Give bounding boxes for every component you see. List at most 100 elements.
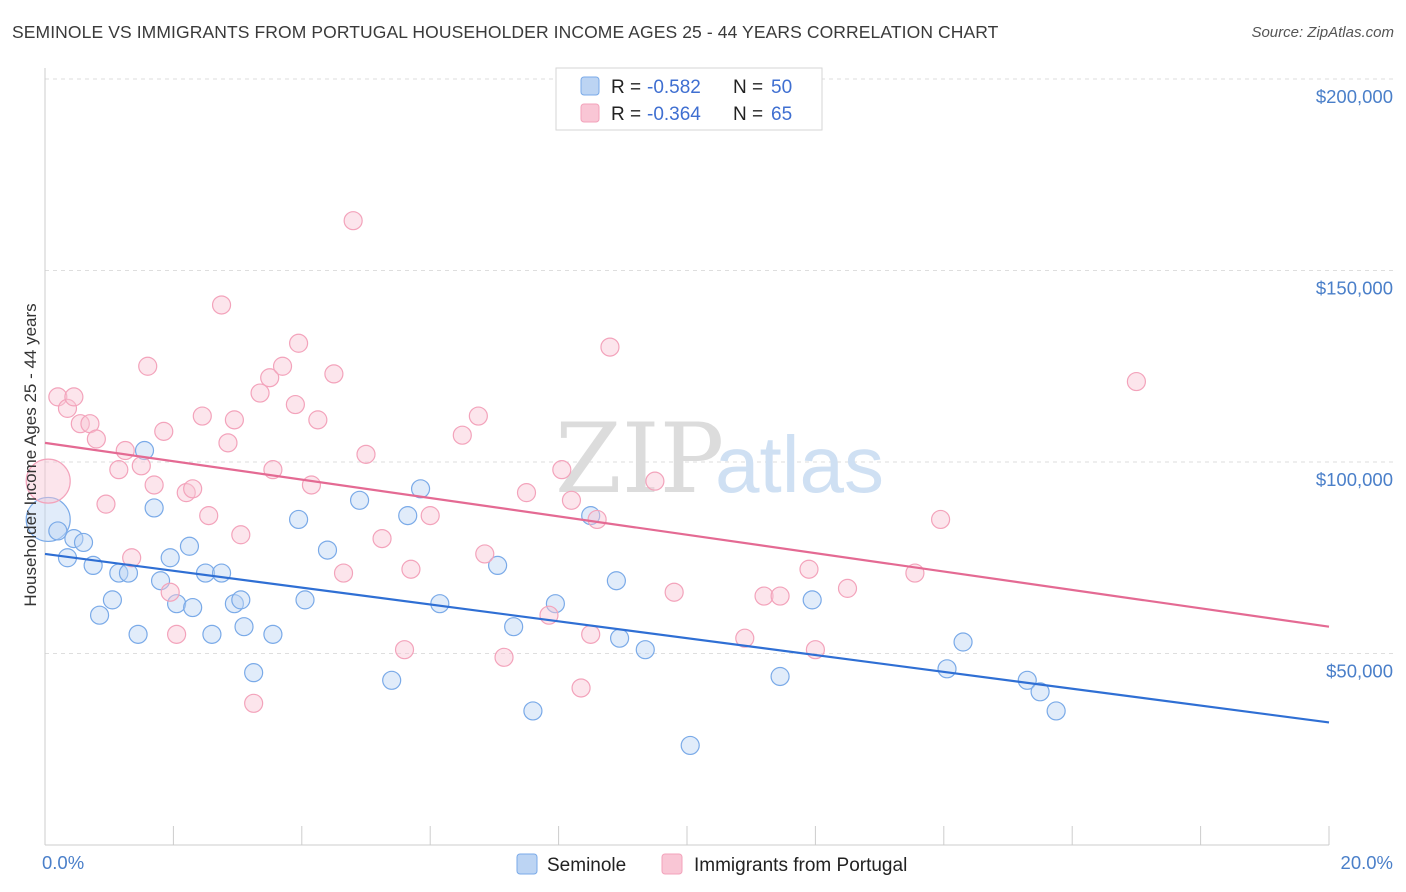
portugal-point: [561, 490, 582, 510]
seminole-point: [606, 571, 626, 591]
portugal-point: [516, 483, 537, 503]
portugal-point: [770, 586, 790, 606]
portugal-point: [401, 559, 421, 579]
portugal-point: [288, 333, 309, 353]
portugal-point: [799, 559, 819, 579]
portugal-point: [394, 640, 415, 660]
legend-n-label: N =: [733, 104, 763, 125]
bottom-legend-swatch-portugal: [661, 853, 683, 875]
seminole-point: [48, 521, 68, 541]
legend-r-label: R =: [611, 104, 641, 125]
top-legend: R = -0.582 N = 50 R = -0.364 N = 65: [555, 67, 823, 131]
seminole-point: [504, 617, 524, 637]
seminole-point: [128, 624, 148, 644]
seminole-point: [523, 701, 543, 721]
portugal-point: [57, 398, 78, 418]
portugal-point: [494, 647, 514, 667]
seminole-point: [430, 594, 450, 614]
gridlines: [45, 78, 1395, 654]
portugal-point: [468, 406, 488, 426]
seminole-point: [545, 594, 565, 614]
portugal-point: [70, 414, 90, 434]
portugal-point: [160, 582, 180, 602]
seminole-point: [263, 624, 283, 644]
portugal-point: [301, 475, 322, 495]
seminole-point: [382, 670, 402, 690]
bottom-legend-portugal: Immigrants from Portugal: [694, 855, 907, 876]
seminole-point: [635, 640, 655, 660]
seminole-point: [770, 666, 790, 687]
seminole-point: [73, 532, 94, 553]
watermark-atlas: atlas: [715, 420, 884, 509]
portugal-point: [115, 440, 135, 461]
portugal-point: [86, 429, 106, 449]
seminole-point: [1046, 701, 1066, 721]
portugal-point: [452, 425, 472, 445]
portugal-point: [837, 578, 858, 598]
seminole-point: [134, 440, 155, 461]
portugal-point: [211, 295, 232, 315]
seminole-point: [25, 496, 71, 543]
bottom-legend-swatch-seminole: [516, 853, 538, 875]
legend-box: [555, 67, 823, 131]
portugal-point: [308, 410, 328, 430]
trend-lines: [44, 441, 1330, 724]
legend-n-value: 65: [771, 104, 792, 125]
seminole-point: [202, 624, 222, 644]
legend-r-value: -0.582: [647, 77, 701, 98]
portugal-point: [218, 433, 238, 453]
x-tick-label: 0.0%: [42, 852, 84, 873]
portugal-point: [96, 494, 116, 514]
portugal-point: [167, 624, 187, 644]
watermark: ZIP atlas: [555, 403, 884, 515]
seminole-point: [179, 536, 200, 556]
portugal-point: [356, 444, 376, 464]
portugal-point: [231, 525, 251, 545]
portugal-point: [250, 383, 270, 403]
portugal-point: [64, 387, 84, 407]
y-tick-label: $100,000: [1316, 469, 1393, 490]
seminole-point: [183, 597, 203, 618]
portugal-point: [131, 456, 151, 476]
seminole-point: [64, 528, 84, 549]
seminole-point: [89, 605, 110, 625]
y-axis-label: Householder Income Ages 25 - 44 years: [21, 303, 40, 606]
seminole-point: [211, 563, 232, 583]
portugal-point: [324, 364, 344, 384]
seminole-point: [231, 590, 251, 610]
chart-title: SEMINOLE VS IMMIGRANTS FROM PORTUGAL HOU…: [12, 22, 999, 42]
portugal-point: [664, 582, 684, 602]
portugal-point: [552, 460, 572, 480]
seminole-point: [244, 663, 264, 683]
y-tick-label: $150,000: [1316, 278, 1393, 299]
portugal-point: [420, 506, 440, 526]
y-tick-label: $50,000: [1326, 661, 1393, 682]
portugal-point: [224, 410, 244, 430]
seminole-point: [1030, 682, 1050, 702]
portugal-point: [343, 211, 363, 231]
seminole-point: [102, 590, 123, 610]
portugal-point: [1126, 371, 1147, 392]
portugal-point: [475, 544, 495, 564]
portugal-point: [372, 528, 392, 549]
portugal-point: [587, 509, 607, 530]
seminole-point: [609, 628, 630, 648]
seminole-point: [937, 659, 957, 679]
seminole-point: [317, 540, 338, 560]
portugal-point: [272, 356, 293, 376]
watermark-zip: ZIP: [555, 403, 724, 515]
portugal-point: [25, 458, 71, 504]
portugal-point: [645, 471, 665, 491]
seminole-point: [1017, 670, 1037, 690]
portugal-point: [154, 421, 174, 441]
seminole-point: [295, 590, 315, 610]
seminole-point: [953, 632, 973, 652]
seminole-point: [288, 509, 309, 530]
portugal-point: [735, 628, 755, 648]
legend-r-value: -0.364: [647, 104, 701, 125]
portugal-point: [192, 406, 212, 426]
legend-r-label: R =: [611, 77, 641, 98]
portugal-point: [183, 479, 203, 499]
portugal-point: [754, 586, 774, 606]
